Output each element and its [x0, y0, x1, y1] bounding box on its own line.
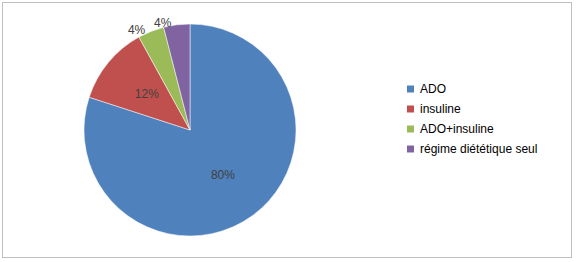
svg-text:4%: 4% [128, 23, 146, 37]
svg-text:ADO: ADO [420, 82, 446, 96]
svg-text:4%: 4% [154, 16, 172, 30]
svg-text:ADO+insuline: ADO+insuline [420, 122, 494, 136]
svg-text:12%: 12% [135, 87, 159, 101]
svg-text:régime diététique seul: régime diététique seul [420, 142, 537, 156]
svg-text:80%: 80% [211, 168, 235, 182]
svg-text:insuline: insuline [420, 102, 461, 116]
